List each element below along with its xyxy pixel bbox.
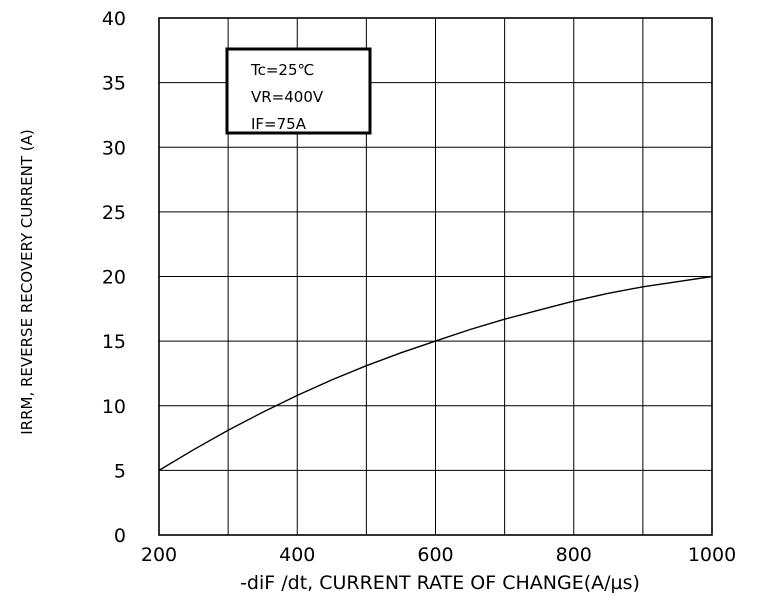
grid: [159, 18, 712, 535]
annotation-if: IF=75A: [251, 115, 307, 133]
x-tick-label: 600: [417, 544, 453, 566]
annotation-box: [225, 47, 372, 135]
x-tick-label: 800: [556, 544, 592, 566]
x-axis-label: -diF /dt, CURRENT RATE OF CHANGE(A/µs): [240, 572, 640, 594]
y-axis-label: IRRM, REVERSE RECOVERY CURRENT (A): [18, 129, 36, 435]
y-tick-label: 20: [102, 267, 126, 289]
y-tick-label: 30: [102, 137, 126, 159]
x-tick-label: 1000: [688, 544, 736, 566]
y-tick-label: 0: [114, 525, 126, 547]
tick-labels: 0 5 10 15 20 25 30 35 40 200 400 600 800 1000: [102, 8, 736, 566]
irrm-curve: [158, 275, 713, 472]
x-tick-label: 400: [279, 544, 315, 566]
y-tick-label: 35: [102, 73, 126, 95]
y-tick-label: 25: [102, 202, 126, 224]
condition-annotation: Tc=25℃ VR=400V IF=75A: [225, 47, 372, 135]
y-tick-label: 5: [114, 460, 126, 482]
y-tick-label: 10: [102, 396, 126, 418]
y-tick-label: 40: [102, 8, 126, 30]
x-tick-label: 200: [141, 544, 177, 566]
y-tick-label: 15: [102, 331, 126, 353]
annotation-tc: Tc=25℃: [250, 61, 314, 79]
annotation-vr: VR=400V: [251, 88, 324, 106]
